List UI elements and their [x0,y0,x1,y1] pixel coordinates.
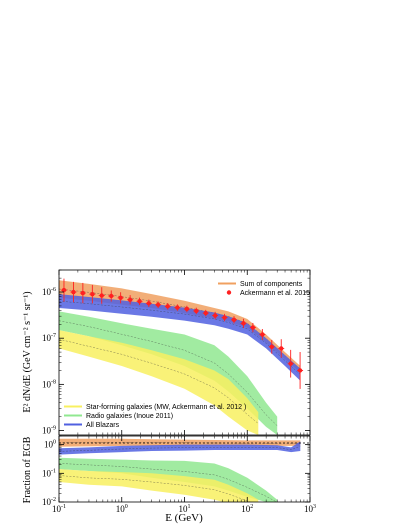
band-3 [59,469,259,502]
legend-marker [226,290,232,295]
data-point [155,302,161,307]
y-tick-label: 10-1 [42,468,56,478]
data-point [288,361,293,366]
y-tick-label: 10-7 [42,333,56,343]
band-3 [59,330,259,435]
band-center-3 [59,338,259,424]
y-tick-label: 10-9 [42,426,56,436]
data-point [90,291,95,297]
x-tick-label: 10-1 [52,504,66,514]
legend-top: Sum of components Ackermann et al. 2015 [218,281,310,297]
x-tick-label: 101 [179,504,191,514]
data-point [203,310,208,316]
bottom-x-ticks: 10-1 100 101 102 103 [52,436,316,514]
top-x-ticks [58,270,311,435]
data-point [146,301,152,306]
data-point [297,368,303,373]
data-point [250,325,256,330]
data-point [137,299,142,304]
y-tick-label: 10-6 [42,287,56,297]
data-point [241,321,246,326]
legend-label: Radio galaxies (Inoue 2011) [86,413,173,420]
data-point [127,297,133,302]
data-point [99,293,104,298]
legend-label: All Blazars [86,422,120,429]
data-point [109,293,114,299]
bottom-y-ticks: 100 10-1 10-2 [42,435,310,507]
band-1 [59,441,301,455]
data-point [231,317,237,323]
data-point [165,304,170,309]
bottom-y-label: Fraction of EGB [22,436,33,503]
top-panel: 10-6 10-7 10-8 10-9 E² dN/dE (GeV cm⁻² s⁻¹ … [22,269,311,436]
band-center-2 [59,320,278,426]
y-tick-label: 10-8 [42,379,56,389]
data-point [61,287,67,293]
data-point [71,289,76,295]
top-y-ticks: 10-6 10-7 10-8 10-9 [42,269,310,436]
legend-label: Sum of components [240,281,303,288]
data-point [118,295,123,300]
top-data-points [60,278,304,389]
data-point [269,344,274,350]
bottom-bands [59,438,301,502]
y-tick-label: 10-2 [42,497,56,507]
band-center-1 [59,445,301,452]
legend-label: Star-forming galaxies (MW, Ackermann et … [86,404,246,411]
y-tick-label: 100 [44,440,56,450]
x-tick-label: 103 [304,504,316,514]
legend-bottom: Star-forming galaxies (MW, Ackermann et … [64,404,246,429]
data-point [260,332,265,337]
data-point [80,290,86,296]
top-y-label: E² dN/dE (GeV cm⁻² s⁻¹ sr⁻¹) [22,291,33,412]
legend-label: Ackermann et al. 2015 [240,290,310,297]
data-point [194,308,199,314]
data-point [279,346,284,351]
x-axis-label: E (GeV) [165,512,203,524]
data-point [175,305,180,310]
data-point [222,315,227,320]
x-tick-label: 100 [116,504,128,514]
band-center-2 [59,463,278,502]
top-bands [59,280,301,435]
data-point [212,313,218,318]
data-point [184,306,190,312]
x-tick-label: 102 [241,504,253,514]
